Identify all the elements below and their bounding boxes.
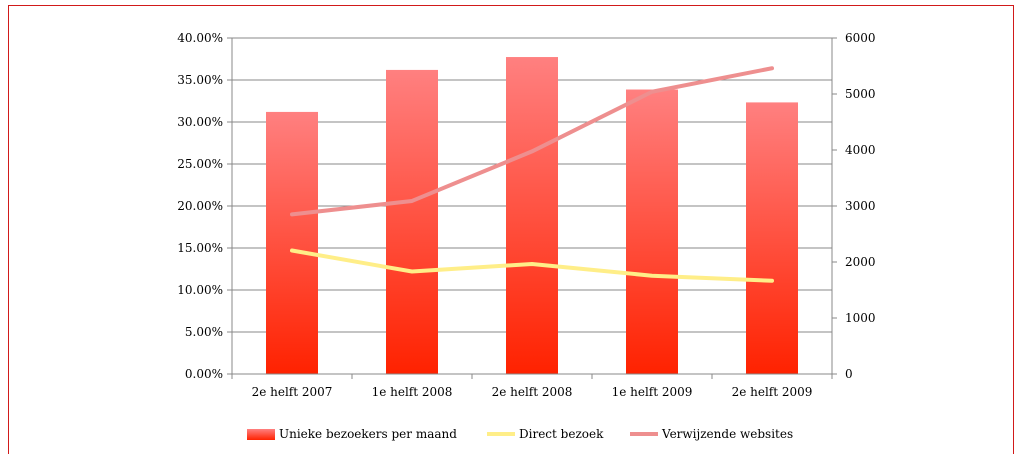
series-line (290, 66, 774, 217)
x-tick-label: 2e helft 2008 (492, 385, 573, 399)
x-tick-label: 2e helft 2009 (732, 385, 813, 399)
series-line (290, 248, 774, 283)
x-tick-label: 1e helft 2008 (372, 385, 453, 399)
bar (266, 111, 318, 375)
left-tick-label: 30.00% (177, 115, 223, 129)
left-tick-label: 25.00% (177, 157, 223, 171)
bar (626, 89, 678, 375)
left-tick-label: 5.00% (185, 325, 223, 339)
bar (386, 69, 438, 375)
bar-series (266, 57, 798, 375)
legend-label: Unieke bezoekers per maand (279, 427, 457, 441)
left-tick-label: 10.00% (177, 283, 223, 297)
chart-frame (8, 5, 1014, 454)
legend-label: Verwijzende websites (661, 427, 793, 441)
left-tick-label: 35.00% (177, 73, 223, 87)
right-tick-label: 6000 (845, 31, 876, 45)
legend: Unieke bezoekers per maand Direct bezoek V… (247, 427, 793, 441)
x-tick-label: 1e helft 2009 (612, 385, 693, 399)
tick-labels: 0.00% 5.00% 10.00% 15.00% 20.00% 25.00% 30.00%… (177, 31, 875, 399)
right-tick-label: 4000 (845, 143, 876, 157)
bar (506, 57, 558, 374)
right-tick-label: 3000 (845, 199, 876, 213)
right-tick-label: 2000 (845, 255, 876, 269)
left-tick-label: 40.00% (177, 31, 223, 45)
right-tick-label: 0 (845, 367, 853, 381)
x-tick-label: 2e helft 2007 (252, 385, 333, 399)
axes (227, 37, 837, 379)
legend-swatch (247, 429, 275, 440)
legend-label: Direct bezoek (519, 427, 604, 441)
bar (746, 102, 798, 375)
right-tick-label: 1000 (845, 311, 876, 325)
line-series (290, 66, 774, 283)
left-tick-label: 20.00% (177, 199, 223, 213)
left-tick-label: 15.00% (177, 241, 223, 255)
left-tick-label: 0.00% (185, 367, 223, 381)
right-tick-label: 5000 (845, 87, 876, 101)
